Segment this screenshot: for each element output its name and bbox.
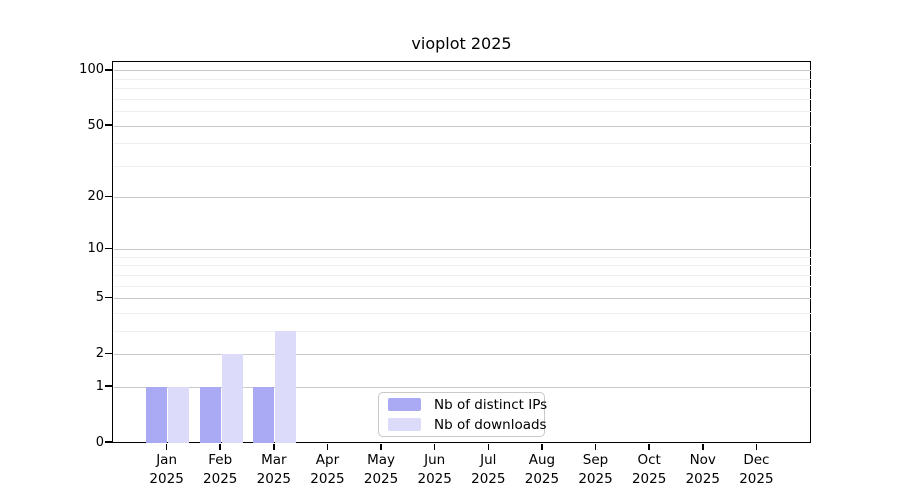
x-tick-label-aug: Aug 2025 <box>524 452 560 487</box>
x-tick-label-feb: Feb 2025 <box>203 452 238 487</box>
legend-label-distinct-ips: Nb of distinct IPs <box>434 396 548 413</box>
bar-distinct-ips-mar <box>253 387 275 443</box>
x-tick-label-jul: Jul 2025 <box>471 452 506 487</box>
x-tick-label-apr: Apr 2025 <box>310 452 345 487</box>
legend-label-downloads: Nb of downloads <box>434 416 547 433</box>
gridline-30 <box>114 165 811 167</box>
gridline-100 <box>114 70 811 72</box>
y-tick-label-5: 5 <box>95 290 104 306</box>
y-tick-0 <box>105 441 112 443</box>
gridline-70 <box>114 98 811 100</box>
bar-distinct-ips-feb <box>199 387 221 443</box>
legend-item-downloads: Nb of downloads <box>388 417 547 433</box>
x-tick-aug <box>541 443 543 450</box>
y-tick-10 <box>105 247 112 250</box>
y-tick-5 <box>105 296 112 299</box>
gridline-9 <box>114 256 811 258</box>
gridline-10 <box>114 249 811 251</box>
x-tick-label-may: May 2025 <box>363 452 399 487</box>
y-tick-1 <box>105 385 112 387</box>
gridline-7 <box>114 274 811 276</box>
gridline-1 <box>114 386 811 388</box>
gridline-90 <box>114 78 811 80</box>
gridline-40 <box>114 143 811 145</box>
y-tick-label-2: 2 <box>95 345 104 361</box>
legend: Nb of distinct IPs Nb of downloads <box>378 392 547 437</box>
x-tick-nov <box>702 443 704 450</box>
bar-downloads-jan <box>168 387 190 443</box>
gridline-5 <box>114 298 811 300</box>
y-tick-2 <box>105 352 112 355</box>
x-tick-jun <box>433 443 436 450</box>
gridline-50 <box>114 125 811 127</box>
x-tick-mar <box>273 443 275 450</box>
plot-area <box>111 60 811 443</box>
x-tick-label-sep: Sep 2025 <box>578 452 613 487</box>
y-tick-label-100: 100 <box>79 62 104 78</box>
y-tick-20 <box>105 195 112 198</box>
x-tick-dec <box>755 443 758 450</box>
gridline-2 <box>114 353 811 355</box>
y-tick-label-50: 50 <box>87 117 104 133</box>
gridline-8 <box>114 265 811 267</box>
gridline-3 <box>114 330 811 332</box>
y-tick-label-20: 20 <box>87 189 104 205</box>
gridline-60 <box>114 111 811 113</box>
x-tick-label-nov: Nov 2025 <box>685 452 720 487</box>
bar-downloads-feb <box>221 354 243 443</box>
legend-item-distinct-ips: Nb of distinct IPs <box>388 397 547 413</box>
x-tick-oct <box>648 443 650 450</box>
legend-swatch-downloads <box>388 418 421 431</box>
legend-swatch-distinct-ips <box>388 398 421 411</box>
x-tick-feb <box>219 443 221 450</box>
y-tick-50 <box>105 124 112 126</box>
chart-title: vioplot 2025 <box>411 34 512 53</box>
x-tick-label-oct: Oct 2025 <box>631 452 667 487</box>
x-tick-jan <box>165 443 168 450</box>
x-tick-jul <box>487 443 490 450</box>
gridline-20 <box>114 197 811 199</box>
bar-downloads-mar <box>275 331 297 443</box>
x-tick-sep <box>594 443 597 450</box>
bar-distinct-ips-jan <box>146 387 168 443</box>
gridline-80 <box>114 88 811 90</box>
x-tick-label-dec: Dec 2025 <box>739 452 774 487</box>
plot-inner <box>114 63 811 443</box>
y-tick-100 <box>105 69 112 71</box>
x-tick-label-mar: Mar 2025 <box>256 452 292 487</box>
y-tick-label-0: 0 <box>95 434 104 450</box>
y-tick-label-1: 1 <box>95 378 104 394</box>
gridline-6 <box>114 285 811 287</box>
x-tick-label-jan: Jan 2025 <box>149 452 184 487</box>
y-tick-label-10: 10 <box>87 241 104 257</box>
x-tick-apr <box>326 443 329 450</box>
gridline-4 <box>114 312 811 314</box>
x-tick-label-jun: Jun 2025 <box>417 452 452 487</box>
x-tick-may <box>380 443 382 450</box>
